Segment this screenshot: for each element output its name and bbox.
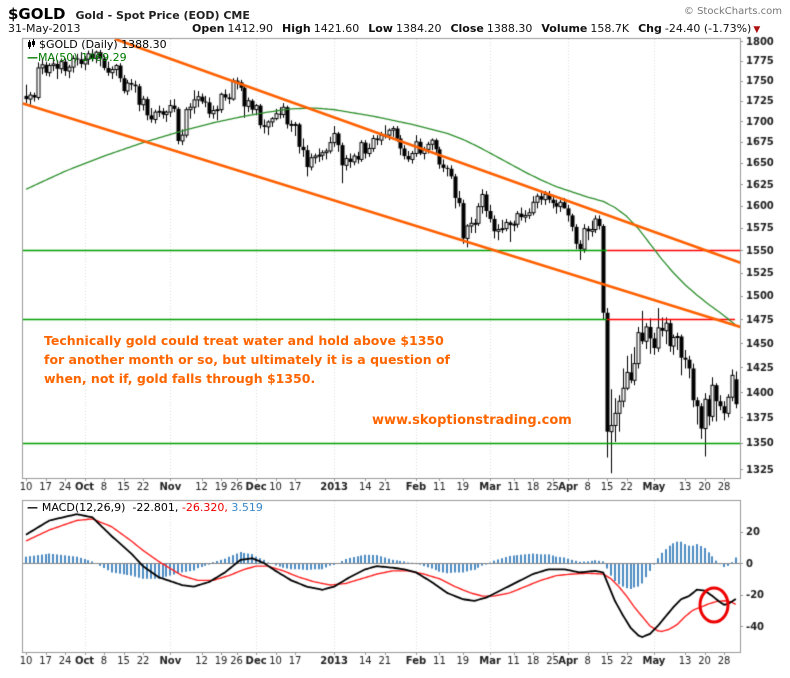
candlestick-chart-icon — [27, 39, 36, 52]
legend-ma-text: MA(50) 1469.29 — [38, 51, 127, 64]
macd-name: MACD(12,26,9) — [41, 501, 126, 514]
change-down-triangle-icon: ▼ — [753, 25, 761, 35]
open-value: 1412.90 — [227, 22, 274, 35]
macd-histogram-value: 3.519 — [231, 501, 263, 514]
macd-signal-value: -26.320, — [181, 501, 228, 514]
low-label: Low — [368, 22, 393, 35]
chg-value: -24.40 (-1.73%) — [664, 22, 752, 35]
chg-label: Chg — [638, 22, 662, 35]
chart-header: $GOLD Gold - Spot Price (EOD) CME © Stock… — [8, 4, 782, 23]
close-value: 1388.30 — [486, 22, 533, 35]
quote-row: 31-May-2013 Open 1412.90 High 1421.60 Low 1384… — [8, 22, 782, 36]
close-label: Close — [450, 22, 484, 35]
open-label: Open — [192, 22, 225, 35]
high-label: High — [282, 22, 311, 35]
legend-ma-row: —MA(50) 1469.29 — [27, 52, 167, 64]
macd-value: -22.801, — [132, 501, 179, 514]
symbol-title: $GOLD — [8, 5, 66, 23]
volume-value: 158.7K — [590, 22, 630, 35]
symbol-description: Gold - Spot Price (EOD) CME — [75, 9, 250, 22]
macd-line-swatch-icon: — — [27, 501, 42, 514]
ma-line-swatch-icon: — — [27, 51, 38, 64]
macd-legend: — MACD(12,26,9) -22.801, -26.320, 3.519 — [27, 501, 263, 514]
main-chart-legend: $GOLD (Daily) 1388.30 —MA(50) 1469.29 — [27, 39, 167, 64]
website-watermark: www.skoptionstrading.com — [372, 413, 572, 428]
legend-symbol-text: $GOLD (Daily) 1388.30 — [39, 38, 167, 51]
legend-symbol-row: $GOLD (Daily) 1388.30 — [27, 39, 167, 52]
quote-date: 31-May-2013 — [8, 22, 81, 35]
low-value: 1384.20 — [395, 22, 442, 35]
stockcharts-copyright-link[interactable]: © StockCharts.com — [683, 6, 782, 17]
volume-label: Volume — [541, 22, 588, 35]
high-value: 1421.60 — [313, 22, 360, 35]
analyst-annotation-text: Technically gold could treat water and h… — [44, 333, 450, 386]
